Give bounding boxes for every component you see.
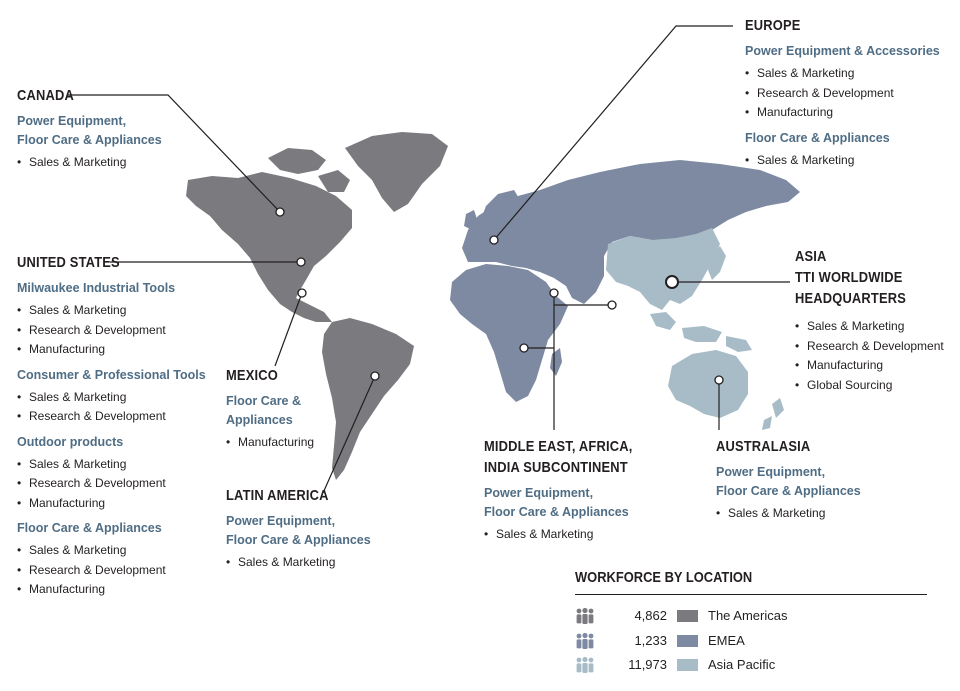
category-label: Outdoor products	[17, 434, 124, 449]
list-item: Research & Development	[745, 84, 940, 104]
emea-landmass	[450, 160, 800, 402]
category-label: Floor Care &	[226, 394, 302, 408]
legend-swatch	[677, 635, 698, 647]
list-item: Manufacturing	[17, 340, 206, 360]
list-item: Sales & Marketing	[745, 64, 940, 84]
marker-hq	[665, 275, 679, 289]
list-item: Sales & Marketing	[795, 317, 944, 337]
list-item: Research & Development	[17, 407, 206, 427]
americas-landmass	[186, 132, 448, 480]
list-item: Manufacturing	[17, 494, 206, 514]
category-label: Floor Care & Appliances	[17, 133, 162, 147]
people-group-icon	[576, 656, 594, 673]
region-united-states: UNITED STATES Milwaukee Industrial Tools…	[17, 252, 206, 600]
list-item: Sales & Marketing	[17, 301, 206, 321]
workforce-title: WORKFORCE BY LOCATION	[575, 569, 753, 586]
region-latin-america: LATIN AMERICA Power Equipment, Floor Car…	[226, 485, 371, 573]
marker-europe	[489, 235, 499, 245]
region-australasia: AUSTRALASIA Power Equipment, Floor Care …	[716, 436, 861, 524]
workforce-label: EMEA	[708, 633, 745, 648]
category-label: Appliances	[226, 413, 293, 427]
category-label: Floor Care & Appliances	[17, 521, 162, 535]
category-label: Consumer & Professional Tools	[17, 367, 206, 382]
people-group-icon	[576, 632, 594, 649]
category-label: Power Equipment,	[17, 114, 127, 128]
list-item: Sales & Marketing	[17, 541, 206, 561]
region-title: ASIA	[795, 248, 827, 265]
list-item: Manufacturing	[745, 103, 940, 123]
list-item: Sales & Marketing	[716, 504, 861, 524]
workforce-count: 11,973	[628, 657, 667, 672]
region-title: MIDDLE EAST, AFRICA,	[484, 438, 633, 455]
marker-canada	[275, 207, 285, 217]
workforce-row-emea: 1,233 EMEA	[575, 631, 935, 651]
list-item: Sales & Marketing	[226, 553, 371, 573]
leader-europe	[493, 25, 733, 241]
workforce-count: 1,233	[634, 633, 667, 648]
list-item: Manufacturing	[17, 580, 206, 600]
region-middle-east-africa-india: MIDDLE EAST, AFRICA, INDIA SUBCONTINENT …	[484, 436, 657, 545]
marker-australasia	[714, 375, 724, 385]
workforce-label: The Americas	[708, 608, 788, 623]
region-title: INDIA SUBCONTINENT	[484, 459, 628, 476]
marker-middle-east	[549, 288, 559, 298]
workforce-row-asia-pacific: 11,973 Asia Pacific	[575, 655, 935, 675]
marker-india	[607, 300, 617, 310]
region-title: AUSTRALASIA	[716, 438, 811, 455]
region-title: HEADQUARTERS	[795, 290, 907, 307]
region-europe: EUROPE Power Equipment & Accessories Sal…	[745, 15, 940, 170]
region-canada: CANADA Power Equipment, Floor Care & App…	[17, 85, 162, 173]
marker-africa	[519, 343, 529, 353]
people-group-icon	[576, 607, 594, 624]
workforce-row-americas: 4,862 The Americas	[575, 606, 935, 626]
workforce-divider	[575, 594, 927, 595]
category-label: Floor Care & Appliances	[716, 484, 861, 498]
region-title: TTI WORLDWIDE	[795, 269, 903, 286]
region-asia: ASIA TTI WORLDWIDE HEADQUARTERS Sales & …	[795, 246, 944, 395]
list-item: Global Sourcing	[795, 376, 944, 396]
category-label: Floor Care & Appliances	[226, 533, 371, 547]
list-item: Sales & Marketing	[745, 151, 940, 171]
list-item: Sales & Marketing	[17, 153, 162, 173]
leader-lines	[68, 25, 790, 494]
category-label: Power Equipment,	[226, 514, 336, 528]
region-title: CANADA	[17, 87, 74, 104]
asia-pacific-landmass	[606, 228, 784, 430]
category-label: Floor Care & Appliances	[745, 130, 890, 145]
list-item: Sales & Marketing	[17, 455, 206, 475]
legend-swatch	[677, 610, 698, 622]
marker-latin-america	[370, 371, 380, 381]
leader-mexico	[274, 292, 303, 367]
marker-mexico	[297, 288, 307, 298]
region-title: LATIN AMERICA	[226, 487, 329, 504]
list-item: Manufacturing	[795, 356, 944, 376]
legend-swatch	[677, 659, 698, 671]
category-label: Milwaukee Industrial Tools	[17, 281, 176, 295]
marker-united-states	[296, 257, 306, 267]
list-item: Manufacturing	[226, 433, 314, 453]
list-item: Sales & Marketing	[17, 388, 206, 408]
region-title: UNITED STATES	[17, 254, 120, 271]
category-label: Power Equipment & Accessories	[745, 44, 940, 58]
category-label: Power Equipment,	[484, 486, 594, 500]
workforce-count: 4,862	[634, 608, 667, 623]
leader-latin-america	[322, 375, 376, 494]
region-title: MEXICO	[226, 367, 278, 384]
list-item: Sales & Marketing	[484, 525, 657, 545]
region-mexico: MEXICO Floor Care & Appliances Manufactu…	[226, 365, 314, 453]
list-item: Research & Development	[795, 337, 944, 357]
list-item: Research & Development	[17, 474, 206, 494]
location-markers	[275, 207, 724, 385]
region-title: EUROPE	[745, 17, 801, 34]
list-item: Research & Development	[17, 321, 206, 341]
leader-canada	[68, 94, 281, 213]
category-label: Floor Care & Appliances	[484, 505, 629, 519]
category-label: Power Equipment,	[716, 465, 826, 479]
workforce-label: Asia Pacific	[708, 657, 776, 672]
list-item: Research & Development	[17, 561, 206, 581]
